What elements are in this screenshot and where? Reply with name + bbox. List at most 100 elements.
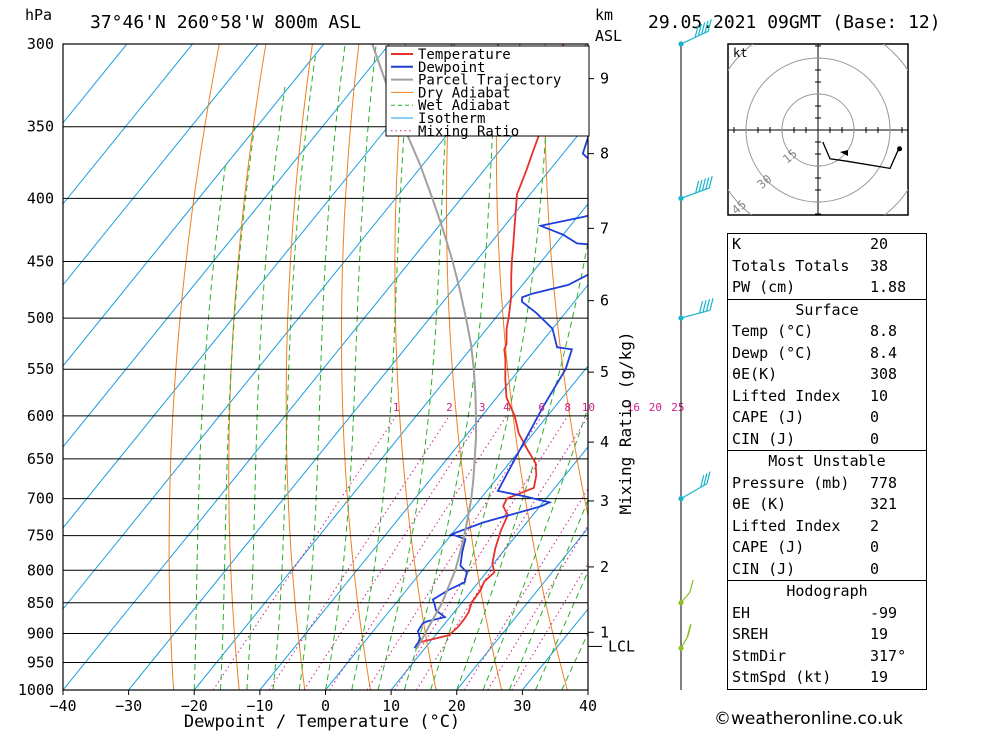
wind-barb-staff [680,635,689,649]
mu-value: 0 [870,559,880,578]
index-row-totals: Totals Totals 38 [728,256,927,278]
surface-row: CIN (J) 0 [728,429,927,451]
x-tick-label: 40 [579,697,597,715]
isotherm-line [456,527,588,690]
most-unstable-table: Most Unstable Pressure (mb) 778 θE (K) 321… [727,451,927,581]
isotherm-line [259,284,588,690]
pressure-tick-label: 900 [27,624,54,642]
isotherm-line [390,446,588,690]
wet-adiabat-line [351,44,412,690]
mu-row: θE (K) 321 [728,494,927,516]
surface-row: Lifted Index 10 [728,386,927,408]
km-tick-label: 4 [600,433,609,451]
surface-table: Surface Temp (°C) 8.8 Dewp (°C) 8.4 θE(K) 3… [727,299,927,451]
wind-barb-staff [680,309,711,319]
km-tick-label: 7 [600,219,609,237]
wind-profile [678,19,714,690]
storm-motion-marker [840,150,848,156]
wet-adiabat-line [430,44,552,690]
mu-value: 0 [870,538,880,556]
mixing-ratio-label: 20 [649,401,662,414]
wind-barb-flag [698,179,703,192]
hodo-row: SREH 19 [728,624,927,646]
wind-barb-flag [701,22,706,35]
dry-adiabat-line [285,44,313,690]
mixing-ratio-line [212,415,397,690]
hodo-row: StmSpd (kt) 19 [728,667,927,689]
x-tick-label: 0 [321,697,330,715]
wet-adiabat-line [377,44,452,690]
wet-adiabat-line [193,163,227,690]
wind-barb-flag [704,20,709,33]
wet-adiabat-line [482,406,588,690]
hodograph-table: Hodograph EH -99 SREH 19 StmDir 317° StmSpd… [727,581,927,690]
wet-adiabat-line [220,126,256,690]
surface-label: Dewp (°C) [732,343,814,362]
pressure-tick-label: 550 [27,360,54,378]
isobar-lines [63,43,588,691]
index-row-pw: PW (cm) 1.88 [728,277,927,299]
credit-text[interactable]: ©weatheronline.co.uk [714,709,904,729]
isotherm-line [325,365,588,690]
datetime-label: 29.05.2021 09GMT (Base: 12) [648,12,941,33]
dry-adiabat-line [168,44,220,690]
wet-adiabat-line [325,44,377,690]
mu-row: Pressure (mb) 778 [728,473,927,495]
index-value: 20 [870,235,889,253]
dry-adiabat-line [341,44,371,690]
index-row-k: K 20 [728,234,927,256]
surface-value: 8.8 [870,322,898,340]
pressure-tick-label: 450 [27,253,54,271]
wet-adiabat-line [508,498,588,690]
wind-barb-flag [698,300,704,314]
x-tick-label: −30 [115,697,142,715]
hpa-unit-label: hPa [25,6,52,24]
surface-row: CAPE (J) 0 [728,407,927,429]
hodo-label: EH [732,603,751,622]
wind-barb-flag [686,625,691,638]
surface-label: CIN (J) [732,429,796,448]
mixing-ratio-labels: 1 2 3 4 6 8 10 16 20 25 [393,401,685,414]
legend-label: Mixing Ratio [418,124,519,140]
surface-row: θE(K) 308 [728,364,927,386]
most-unstable-title: Most Unstable [768,452,886,470]
isotherm-line [63,44,587,690]
pressure-tick-label: 650 [27,450,54,468]
legend-box [385,45,590,137]
hodograph-ring [781,93,855,167]
mixing-ratio-line [511,562,588,690]
pressure-tick-label: 500 [27,309,54,327]
mu-label: CIN (J) [732,559,796,578]
mu-value: 778 [870,473,898,492]
x-axis-title: Dewpoint / Temperature (°C) [184,712,460,732]
pressure-tick-label: 950 [27,653,54,671]
pressure-tick-label: 350 [27,118,54,136]
wind-barb-flag [703,473,708,486]
wind-barb-staff [680,187,710,199]
wind-barb-staff [680,591,691,604]
x-tick-label: 20 [448,697,466,715]
hodo-value: 19 [870,625,889,643]
surface-label: Lifted Index [732,386,841,405]
isotherm-line [63,44,390,448]
hodograph-title: Hodograph [786,582,868,600]
pressure-tick-label: 800 [27,561,54,579]
hodograph-end-dot [897,146,903,152]
isotherm-line [63,44,456,529]
x-tick-label: −40 [49,697,76,715]
km-tick-label: 3 [600,492,609,510]
legend-label: Wet Adiabat [418,98,511,114]
index-value: 38 [870,256,889,275]
dry-adiabat-line [495,44,568,690]
sounding-profiles [371,44,588,649]
mixing-ratio-line [329,415,507,690]
location-title: 37°46'N 260°58'W 800m ASL [90,12,361,33]
mixing-ratio-label: 3 [479,401,486,414]
wind-barb-flag [707,19,712,32]
km-unit-label: km [595,6,613,24]
wet-adiabat-line [535,570,588,690]
pressure-tick-label: 300 [27,35,54,53]
temperature-axis: −40 −30 −20 −10 0 10 20 30 40 [49,690,597,715]
index-label: K [732,235,742,253]
